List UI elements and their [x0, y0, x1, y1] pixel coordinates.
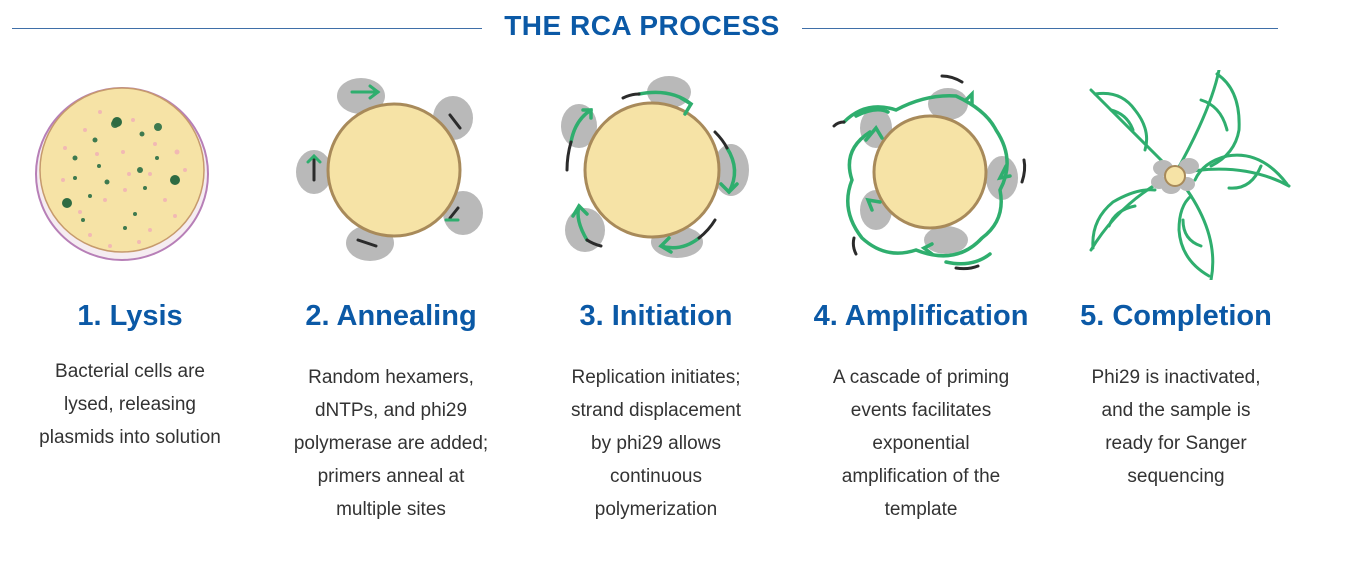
completion-illustration [1089, 70, 1291, 280]
template-circle [1164, 165, 1186, 187]
title-rule-left [12, 28, 482, 29]
amplified-strands [842, 89, 1012, 266]
step-description: Replication initiates; strand displaceme… [570, 367, 742, 520]
petri-dish-illustration [35, 87, 209, 261]
step-heading: 5. Completion [1080, 300, 1272, 332]
title-rule-right [802, 28, 1278, 29]
primer-arrows [306, 84, 462, 248]
page-title: THE RCA PROCESS [504, 10, 780, 41]
step-heading: 3. Initiation [579, 300, 733, 332]
header: THE RCA PROCESS [0, 0, 1349, 56]
step-heading: 4. Amplification [813, 300, 1029, 332]
step-description: Random hexamers, dNTPs, and phi29 polyme… [293, 367, 489, 520]
bacteria-colonies [62, 117, 180, 230]
dna-branches [1089, 70, 1291, 280]
annealing-illustration [296, 78, 483, 261]
step-description: Bacterial cells are lysed, releasing pla… [39, 361, 221, 448]
step-heading: 1. Lysis [77, 300, 183, 332]
amplification-illustration [832, 74, 1027, 271]
displaced-strands [565, 92, 729, 248]
step-heading: 2. Annealing [305, 300, 477, 332]
step-description: Phi29 is inactivated, and the sample is … [1091, 367, 1261, 487]
initiation-illustration [561, 76, 749, 258]
plasmid-dots [61, 110, 187, 248]
strand-ends [832, 74, 1027, 271]
new-strands [569, 90, 739, 254]
step-description: A cascade of priming events facilitates … [832, 367, 1010, 520]
